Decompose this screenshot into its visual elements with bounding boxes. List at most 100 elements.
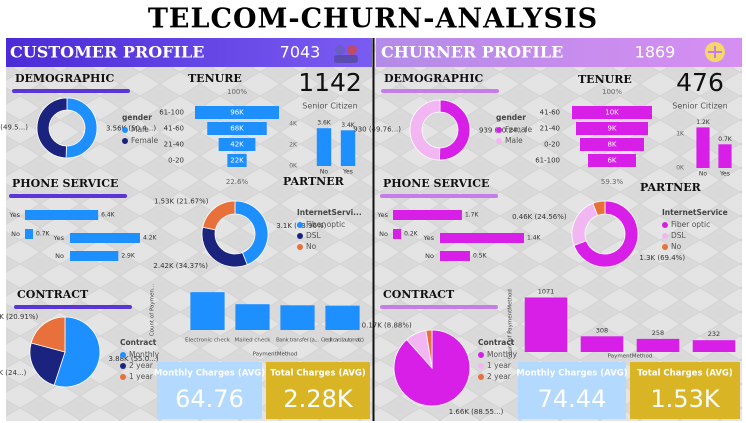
data-label: 9K — [607, 125, 616, 133]
data-label: 6K — [607, 157, 616, 165]
legend-title: InternetService — [662, 208, 728, 217]
slice — [202, 200, 236, 231]
bar — [718, 144, 732, 168]
data-label: 930 (49.76...) — [353, 126, 401, 134]
data-label: 1.4K — [527, 235, 542, 242]
slice — [53, 316, 101, 388]
slice — [425, 329, 433, 369]
senior-label: Senior Citizen — [302, 102, 357, 111]
legend-label: Male — [131, 125, 149, 134]
heading-underline — [14, 305, 132, 309]
slice — [573, 200, 639, 268]
legend-label: DSL — [671, 231, 687, 240]
data-label: 0.5K — [473, 253, 488, 260]
legend-swatch — [297, 222, 303, 228]
legend-label: 1 year — [487, 361, 512, 370]
section-heading: CONTRACT — [17, 288, 89, 301]
data-label: 3.6K — [317, 120, 332, 127]
data-label: 42K — [230, 141, 244, 149]
bar — [580, 336, 624, 352]
category-label: No — [425, 252, 434, 260]
legend-swatch — [122, 138, 128, 144]
x-tick-label: Yes — [719, 171, 730, 178]
category-label: No — [379, 230, 388, 238]
section-heading: CONTRACT — [383, 288, 455, 301]
x-tick-label: Yes — [342, 169, 353, 176]
legend-label: DSL — [306, 231, 322, 240]
data-label: 3.88K (55.0...) — [108, 355, 158, 363]
legend-label: 2 year — [487, 372, 512, 381]
heading-underline — [12, 89, 130, 93]
data-label: 1.47K (20.91%) — [0, 313, 38, 321]
kpi-card — [518, 362, 626, 419]
legend-label: 1 year — [129, 372, 154, 381]
bar — [440, 251, 470, 261]
data-label: 0.7K — [718, 136, 733, 143]
legend-title: gender — [122, 113, 152, 122]
funnel-bar — [227, 154, 247, 167]
data-label: 308 — [596, 326, 608, 334]
funnel-bar — [195, 106, 279, 119]
funnel-bar — [572, 106, 652, 119]
category-label: 21-40 — [164, 141, 184, 149]
data-label: 1.53K (21.67%) — [154, 197, 209, 205]
kpi-value: 74.44 — [538, 385, 607, 413]
x-tick-label: Credit card (automatic) — [321, 338, 364, 344]
bar — [25, 229, 33, 239]
category-label: Yes — [423, 234, 435, 242]
legend-swatch — [496, 138, 502, 144]
x-tick-label: No — [320, 169, 328, 176]
legend-swatch — [297, 233, 303, 239]
y-tick-label: 2K — [289, 142, 298, 149]
legend-title: InternetServi... — [297, 208, 362, 217]
data-label: 4.2K — [143, 235, 158, 242]
kpi-value: 1.53K — [650, 385, 720, 413]
data-label: 6.4K — [101, 212, 116, 219]
legend-label: Monthly — [487, 350, 518, 359]
heading-underline — [9, 194, 127, 198]
data-label: 1071 — [538, 287, 555, 295]
senior-count: 476 — [676, 68, 724, 97]
slice — [592, 200, 606, 216]
heading-underline — [380, 305, 498, 309]
panel-count: 1869 — [635, 43, 676, 62]
kpi-label: Total Charges (AVG) — [270, 369, 366, 379]
data-label: 258 — [652, 329, 664, 337]
slice — [234, 200, 269, 266]
x-axis-title: PaymentMethod — [253, 352, 298, 358]
legend-swatch — [662, 244, 668, 250]
legend-swatch — [120, 352, 126, 358]
legend-label: Fiber optic — [671, 220, 710, 229]
x-axis-title: PaymentMethod — [608, 354, 653, 360]
funnel-bar — [580, 138, 644, 151]
bar — [696, 127, 710, 168]
funnel-bar — [218, 138, 256, 151]
category-label: 41-60 — [540, 109, 560, 117]
legend-swatch — [662, 233, 668, 239]
section-heading: PARTNER — [283, 175, 345, 188]
bar — [692, 340, 736, 352]
category-label: 21-40 — [540, 125, 560, 133]
data-label: 232 — [708, 330, 720, 338]
legend-swatch — [122, 127, 128, 133]
slice — [409, 99, 441, 161]
category-label: Yes — [377, 211, 389, 219]
section-heading: TENURE — [578, 73, 632, 86]
legend-swatch — [662, 222, 668, 228]
funnel-bar — [588, 154, 636, 167]
data-label: 3.56K (50.4...) — [106, 125, 156, 133]
legend-label: No — [671, 242, 682, 251]
x-tick-label: Mailed check — [235, 338, 272, 344]
legend-label: Fiber optic — [306, 220, 345, 229]
data-label: 3.49K (49.5...) — [0, 123, 28, 131]
y-tick-label: 0K — [289, 163, 298, 170]
bar — [235, 304, 270, 330]
data-label: 2.42K (34.37%) — [153, 262, 208, 270]
data-label: 2.9K — [121, 253, 136, 260]
section-heading: TENURE — [188, 72, 242, 85]
section-heading: PARTNER — [640, 181, 702, 194]
legend-swatch — [120, 363, 126, 369]
legend-label: Female — [131, 136, 159, 145]
bar — [440, 233, 524, 243]
